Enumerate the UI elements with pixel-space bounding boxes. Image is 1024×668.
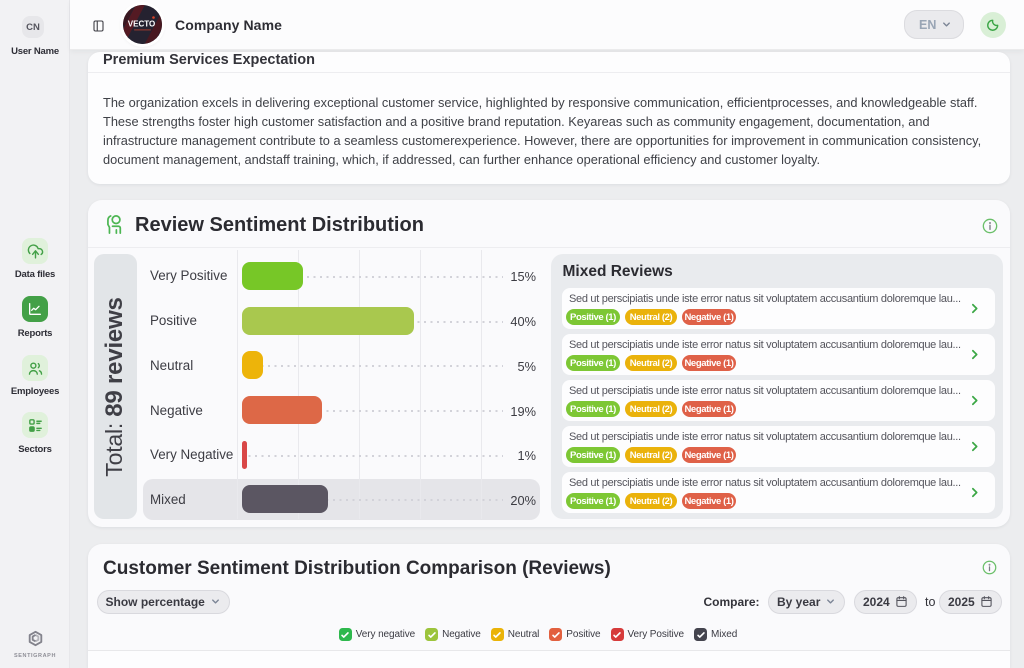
svg-text:VECTO: VECTO xyxy=(128,20,155,29)
